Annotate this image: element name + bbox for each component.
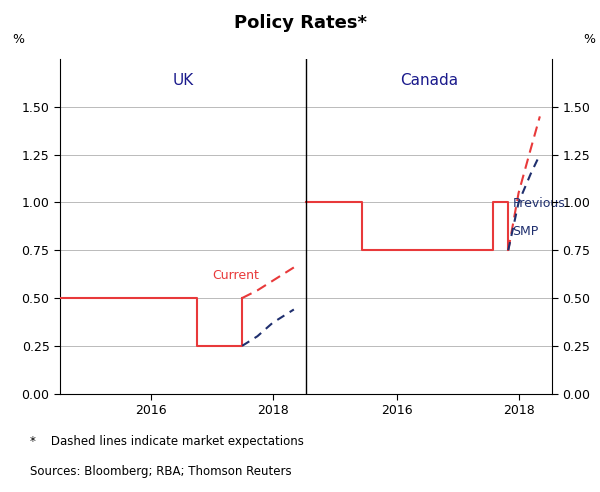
Text: Current: Current — [212, 269, 259, 281]
Text: Sources: Bloomberg; RBA; Thomson Reuters: Sources: Bloomberg; RBA; Thomson Reuters — [30, 465, 292, 478]
Text: Previous: Previous — [512, 197, 565, 210]
Text: %: % — [583, 32, 595, 46]
Text: SMP: SMP — [512, 225, 539, 238]
Text: UK: UK — [172, 72, 194, 88]
Text: %: % — [12, 32, 24, 46]
Text: Policy Rates*: Policy Rates* — [233, 14, 367, 32]
Text: *    Dashed lines indicate market expectations: * Dashed lines indicate market expectati… — [30, 435, 304, 448]
Text: Canada: Canada — [400, 72, 458, 88]
